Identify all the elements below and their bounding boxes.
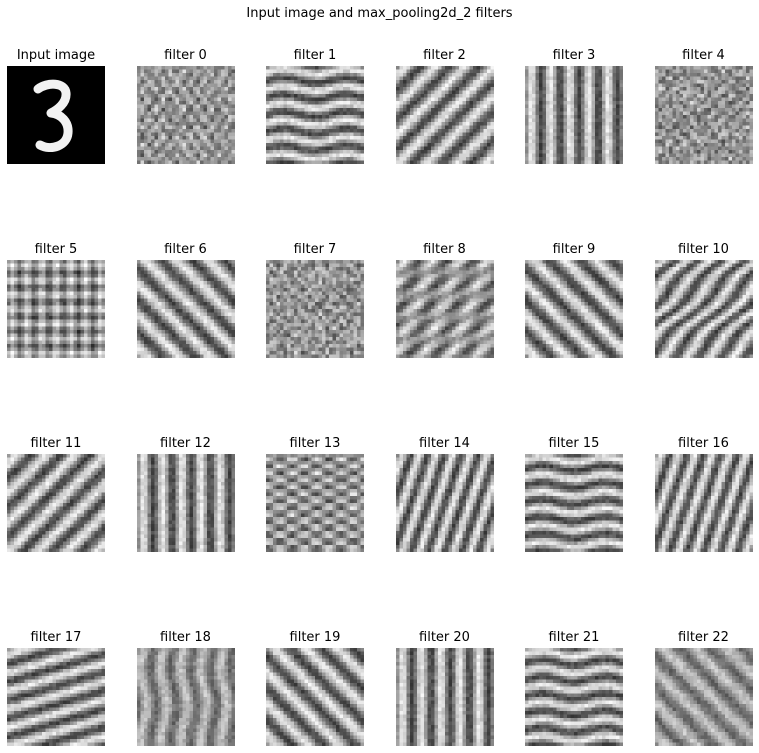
filter-activation-image [525,260,623,358]
filter-title: filter 1 [246,48,384,63]
filter-title: filter 2 [376,48,514,63]
filter-title: filter 7 [246,242,384,257]
filter-title: filter 18 [117,630,255,645]
filter-activation-image [266,648,364,746]
filter-title: filter 9 [505,242,643,257]
filter-title: filter 0 [117,48,255,63]
filter-activation-image [137,260,235,358]
filter-title: filter 15 [505,436,643,451]
filter-title: filter 5 [0,242,125,257]
filter-activation-image [655,66,753,164]
filter-activation-image [266,66,364,164]
filter-activation-image [396,260,494,358]
filter-activation-image [525,66,623,164]
filter-activation-image [655,648,753,746]
filter-title: filter 17 [0,630,125,645]
filter-activation-image [525,454,623,552]
filter-title: filter 10 [635,242,759,257]
filter-title: filter 20 [376,630,514,645]
filter-activation-image [396,66,494,164]
filter-activation-image [7,260,105,358]
filter-activation-image [655,260,753,358]
filter-title: filter 12 [117,436,255,451]
filter-title: filter 11 [0,436,125,451]
filter-title: filter 8 [376,242,514,257]
filter-title: filter 16 [635,436,759,451]
filter-activation-image [525,648,623,746]
filter-title: filter 4 [635,48,759,63]
filter-title: filter 14 [376,436,514,451]
filter-title: filter 19 [246,630,384,645]
filter-title: filter 22 [635,630,759,645]
filter-activation-image [396,454,494,552]
filter-activation-image [7,454,105,552]
filter-title: filter 13 [246,436,384,451]
figure-title: Input image and max_pooling2d_2 filters [0,6,759,21]
filter-activation-image [7,648,105,746]
filter-activation-image [137,66,235,164]
filter-activation-image [655,454,753,552]
filter-title: filter 3 [505,48,643,63]
filter-activation-image [137,648,235,746]
filter-activation-image [396,648,494,746]
digit-3-image [7,66,105,164]
input-image-title: Input image [0,48,125,63]
filter-title: filter 6 [117,242,255,257]
filter-title: filter 21 [505,630,643,645]
filter-activation-image [266,454,364,552]
filter-activation-image [266,260,364,358]
filter-activation-image [137,454,235,552]
